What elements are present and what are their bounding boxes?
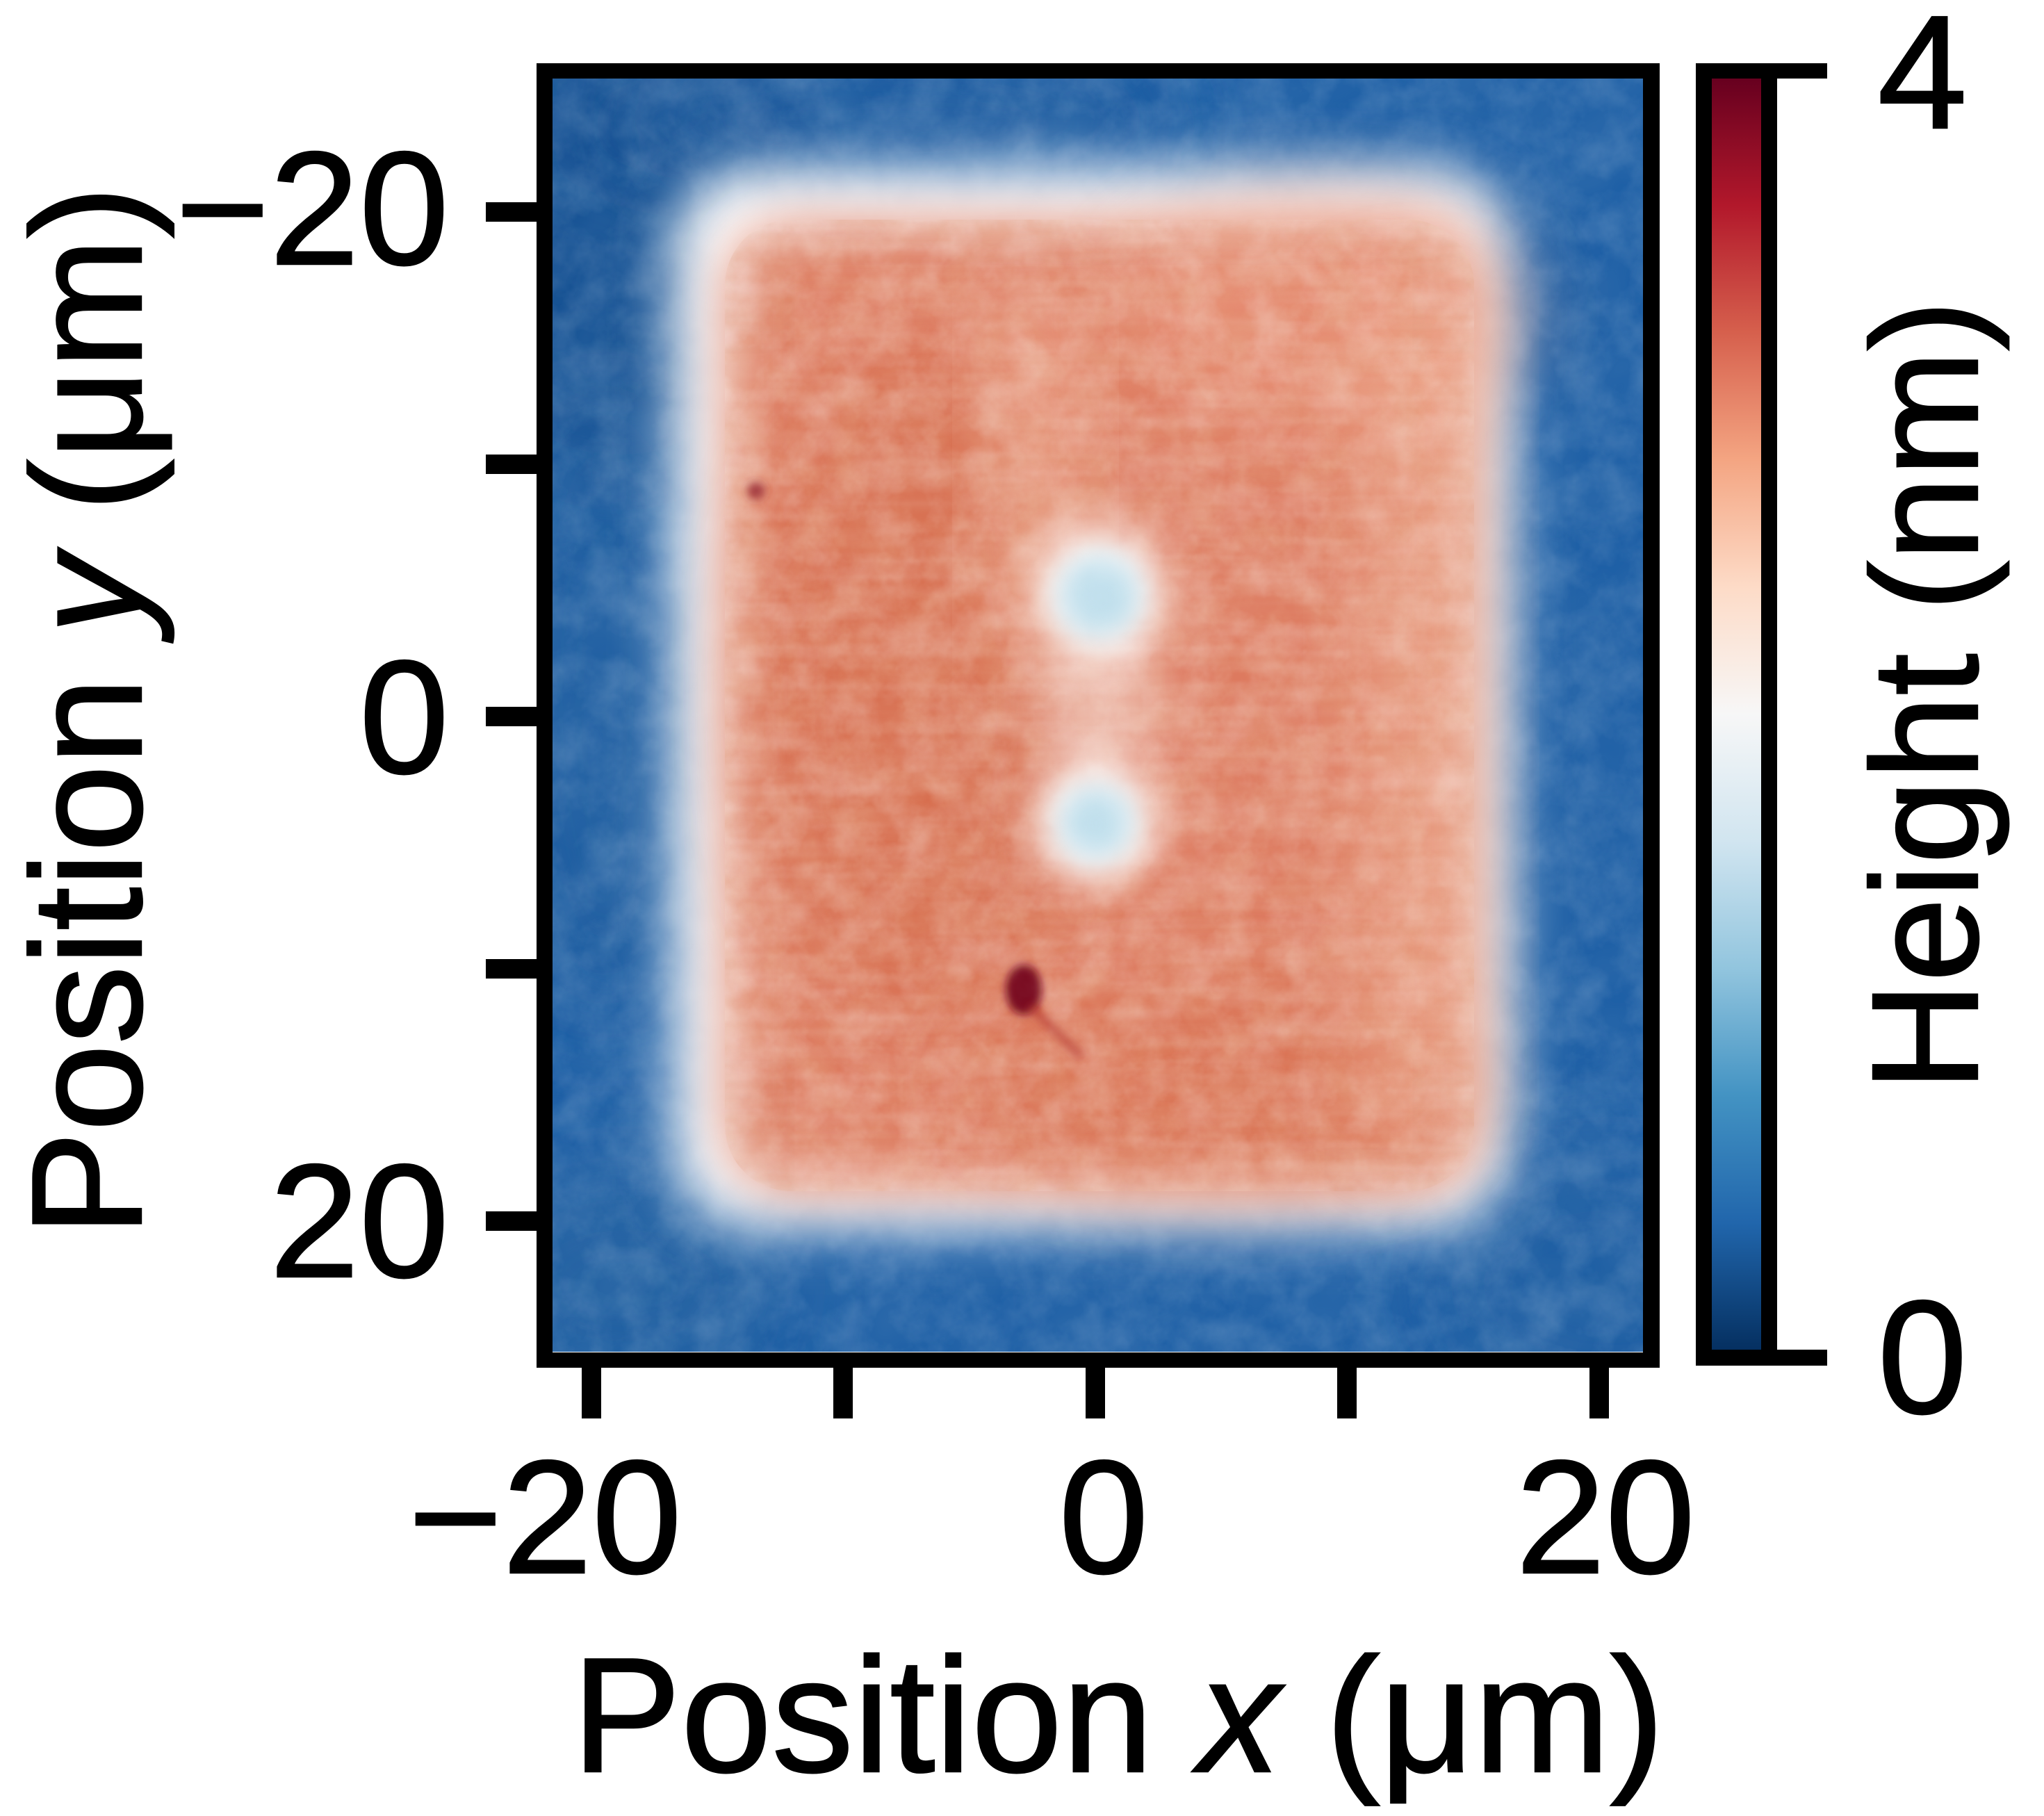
svg-text:0: 0 [359,628,449,808]
svg-text:Height (nm): Height (nm) [1841,300,2010,1092]
svg-text:20: 20 [1516,1428,1695,1608]
svg-text:Position y (μm): Position y (μm) [0,186,174,1236]
svg-text:4: 4 [1877,0,1967,163]
svg-text:−20: −20 [175,119,449,299]
svg-text:0: 0 [1058,1428,1148,1608]
svg-text:Position x (μm): Position x (μm) [572,1623,1665,1806]
svg-text:20: 20 [270,1131,449,1311]
svg-text:−20: −20 [408,1428,682,1608]
svg-text:0: 0 [1877,1268,1967,1448]
